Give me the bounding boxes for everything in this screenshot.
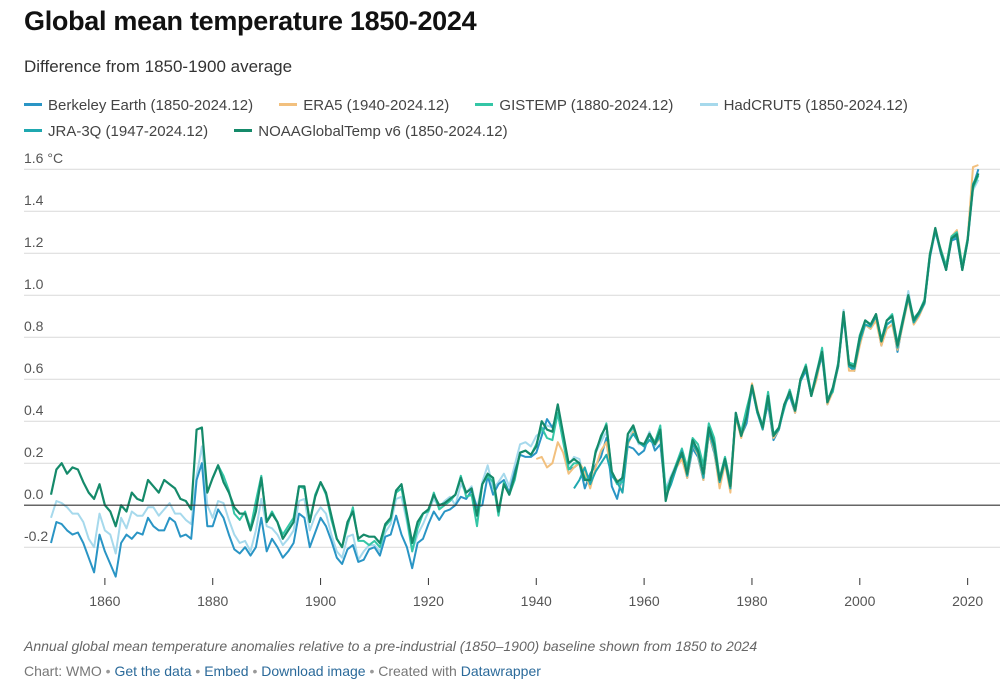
footer-separator: •: [195, 663, 201, 679]
legend-item-jra: JRA-3Q (1947-2024.12): [24, 119, 208, 145]
x-tick-label: 2000: [844, 593, 875, 609]
source-credit: Chart: WMO: [24, 663, 102, 679]
series-line-era5: [535, 164, 979, 496]
x-tick-label: 1900: [305, 593, 336, 609]
y-tick-label: -0.2: [24, 528, 48, 544]
y-tick-label: 1.0: [24, 276, 44, 292]
legend-label-gistemp: GISTEMP (1880-2024.12): [499, 97, 674, 114]
legend-swatch-noaa: [234, 129, 253, 133]
legend-item-hadcrut: HadCRUT5 (1850-2024.12): [699, 93, 908, 119]
y-tick-label: 0.2: [24, 444, 44, 460]
x-tick-label: 1880: [197, 593, 228, 609]
footer-separator: •: [252, 663, 258, 679]
x-tick-label: 1940: [521, 593, 552, 609]
y-tick-label: 1.6 °C: [24, 150, 63, 166]
y-tick-label: 1.2: [24, 234, 44, 250]
legend-label-jra: JRA-3Q (1947-2024.12): [48, 123, 209, 140]
legend-swatch-era5: [279, 103, 298, 107]
grid-layer: [24, 168, 1000, 548]
y-tick-label: 0.0: [24, 486, 44, 502]
get-data-link[interactable]: Get the data: [114, 663, 192, 679]
y-tick-label: 0.8: [24, 318, 44, 334]
footer-separator: •: [105, 663, 111, 679]
series-line-hadcrut: [50, 179, 980, 561]
axis-layer: 1.6 °C 1.4 1.2 1.0 0.8 0.6 0.4 0.2 0.0 -0.2 1860 18…: [24, 150, 1000, 609]
datawrapper-link[interactable]: Datawrapper: [460, 663, 541, 679]
x-tick-label: 1860: [89, 593, 120, 609]
footer-separator: •: [369, 663, 375, 679]
y-tick-label: 0.4: [24, 402, 44, 418]
legend-label-hadcrut: HadCRUT5 (1850-2024.12): [723, 97, 908, 114]
chart-title: Global mean temperature 1850-2024: [24, 6, 477, 36]
x-tick-label: 1980: [736, 593, 767, 609]
series-line-noaa: [49, 172, 980, 549]
legend: Berkeley Earth (1850-2024.12) ERA5 (1940…: [24, 93, 999, 145]
temperature-line-chart: 1.6 °C 1.4 1.2 1.0 0.8 0.6 0.4 0.2 0.0 -0.2 1860 18…: [24, 150, 1000, 609]
series-line-berkeley: [50, 168, 980, 578]
legend-swatch-jra: [24, 129, 42, 133]
y-tick-label: 1.4: [24, 192, 44, 208]
legend-swatch-berkeley: [24, 103, 42, 107]
legend-item-gistemp: GISTEMP (1880-2024.12): [475, 93, 673, 119]
legend-swatch-gistemp: [475, 103, 494, 107]
legend-label-berkeley: Berkeley Earth (1850-2024.12): [48, 97, 254, 114]
x-tick-label: 2020: [952, 593, 983, 609]
embed-link[interactable]: Embed: [204, 663, 249, 679]
x-tick-label: 1960: [629, 593, 660, 609]
legend-label-era5: ERA5 (1940-2024.12): [303, 97, 450, 114]
series-layer: [49, 164, 980, 578]
chart-footer: Chart: WMO • Get the data • Embed • Down…: [24, 663, 541, 679]
chart-caption: Annual global mean temperature anomalies…: [24, 638, 758, 654]
created-with-label: Created with: [378, 663, 457, 679]
legend-item-berkeley: Berkeley Earth (1850-2024.12): [24, 93, 253, 119]
legend-label-noaa: NOAAGlobalTemp v6 (1850-2024.12): [258, 123, 508, 140]
legend-swatch-hadcrut: [699, 103, 718, 107]
download-image-link[interactable]: Download image: [261, 663, 366, 679]
legend-item-era5: ERA5 (1940-2024.12): [279, 93, 449, 119]
chart-subtitle: Difference from 1850-1900 average: [24, 57, 293, 76]
y-tick-label: 0.6: [24, 360, 44, 376]
legend-item-noaa: NOAAGlobalTemp v6 (1850-2024.12): [234, 119, 508, 145]
x-tick-label: 1920: [413, 593, 444, 609]
series-line-jra: [573, 172, 980, 498]
